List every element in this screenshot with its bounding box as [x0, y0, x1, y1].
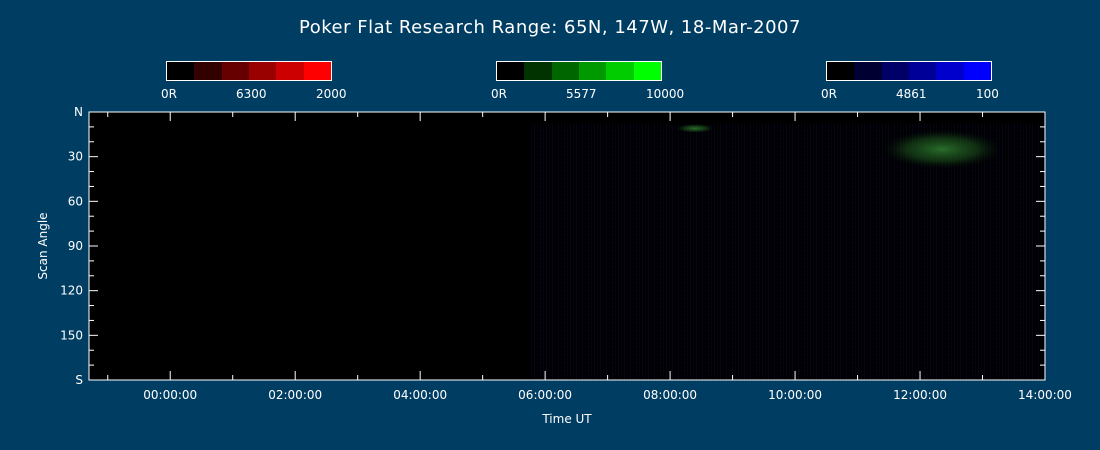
green-emission-patch: [882, 129, 1002, 169]
y-axis: N 30 60 90 120 150 S: [60, 105, 1045, 387]
legend-5577: 0R 5577 10000: [491, 61, 684, 101]
colorbar-green-step-5: [606, 62, 634, 80]
x-tick-label: 04:00:00: [393, 388, 447, 402]
colorbar-blue-step-1: [827, 62, 855, 80]
legend-5577-min: 0R: [491, 87, 507, 101]
x-tick-label: 06:00:00: [518, 388, 572, 402]
legend-6300-max: 2000: [316, 87, 347, 101]
colorbar-blue-step-4: [908, 62, 937, 80]
colorbar-red-step-4: [248, 62, 277, 80]
y-tick-label: 30: [68, 150, 83, 164]
x-axis: 00:00:00 02:00:00 04:00:00 06:00:00 08:00:00…: [107, 112, 1072, 402]
colorbar-blue-step-3: [881, 62, 909, 80]
x-tick-label: 14:00:00: [1018, 388, 1072, 402]
x-tick-label: 02:00:00: [268, 388, 322, 402]
colorbar-green-step-1: [497, 62, 525, 80]
colorbar-red: [166, 61, 332, 81]
green-emission-layer: [676, 123, 1002, 169]
x-tick-label: 12:00:00: [893, 388, 947, 402]
y-tick-label: N: [74, 105, 83, 119]
colorbar-blue-step-2: [854, 62, 882, 80]
colorbar-green: [496, 61, 662, 81]
colorbar-blue-step-6: [963, 62, 991, 80]
colorbar-red-step-2: [194, 62, 222, 80]
legend-6300-mid: 6300: [236, 87, 267, 101]
colorbar-green-step-4: [578, 62, 607, 80]
colorbar-red-step-6: [303, 62, 331, 80]
colorbar-green-step-2: [524, 62, 552, 80]
x-axis-label: Time UT: [541, 412, 592, 426]
colorbar-red-step-5: [276, 62, 304, 80]
legend-4861: 0R 4861 100: [821, 61, 999, 101]
colorbar-green-step-6: [633, 62, 661, 80]
y-axis-label: Scan Angle: [36, 212, 50, 279]
y-tick-label: 150: [60, 328, 83, 342]
legend-4861-min: 0R: [821, 87, 837, 101]
y-tick-label: 60: [68, 194, 83, 208]
chart-title: Poker Flat Research Range: 65N, 147W, 18…: [299, 17, 801, 38]
colorbar-red-step-3: [221, 62, 249, 80]
y-tick-label: S: [75, 373, 83, 387]
colorbar-green-step-3: [551, 62, 579, 80]
colorbar-blue-step-5: [936, 62, 964, 80]
x-tick-label: 00:00:00: [143, 388, 197, 402]
y-tick-label: 90: [68, 239, 83, 253]
legend-5577-mid: 5577: [566, 87, 597, 101]
legend-6300-min: 0R: [161, 87, 177, 101]
x-tick-label: 08:00:00: [643, 388, 697, 402]
green-emission-patch: [676, 123, 714, 133]
legend-4861-max: 100: [976, 87, 999, 101]
legend-5577-max: 10000: [646, 87, 685, 101]
colorbar-blue: [826, 61, 992, 81]
legend-6300: 0R 6300 2000: [161, 61, 347, 101]
x-tick-label: 10:00:00: [768, 388, 822, 402]
y-tick-label: 120: [60, 284, 83, 298]
colorbar-red-step-1: [167, 62, 195, 80]
legend-4861-mid: 4861: [896, 87, 927, 101]
